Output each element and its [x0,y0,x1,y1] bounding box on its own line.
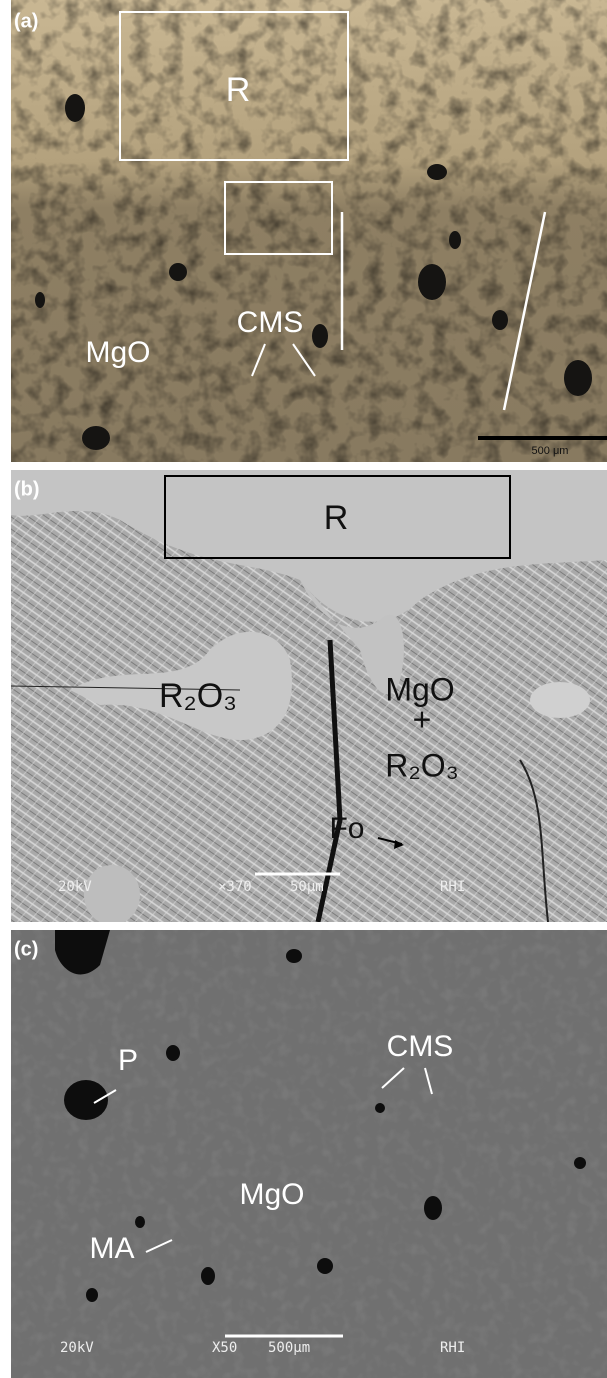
annotation: P [118,1044,138,1077]
panel-c [11,930,607,1378]
info-text: 20kV [60,1340,94,1356]
annotation: R [324,499,349,537]
annotation: MgO [85,336,150,369]
info-text: 20kV [58,879,92,895]
annotation: Fo [329,812,364,845]
info-text: ×370 [218,879,252,895]
info-text: X50 [212,1340,237,1356]
panel-label: (b) [14,478,40,500]
annotation: R [226,71,251,109]
annotation: CMS [387,1030,454,1063]
annotation: + [413,701,432,737]
panel-b [11,470,607,925]
figure: (a) R CMS MgO 500 μm (b) R R₂O₃ MgO + R₂… [0,0,607,1378]
info-text: RHI [440,879,465,895]
scale-bar-label: 500 μm [532,445,569,457]
info-text: RHI [440,1340,465,1356]
panel-label: (c) [14,938,38,960]
annotation: CMS [237,306,304,339]
annotation: MgO [239,1178,304,1211]
panel-a [11,0,607,462]
annotation: R₂O₃ [159,677,237,715]
annotation: R₂O₃ [385,747,458,783]
info-text: 500µm [268,1340,310,1356]
annotation: MA [90,1232,135,1265]
info-text: 50µm [290,879,324,895]
panel-label: (a) [14,10,38,32]
